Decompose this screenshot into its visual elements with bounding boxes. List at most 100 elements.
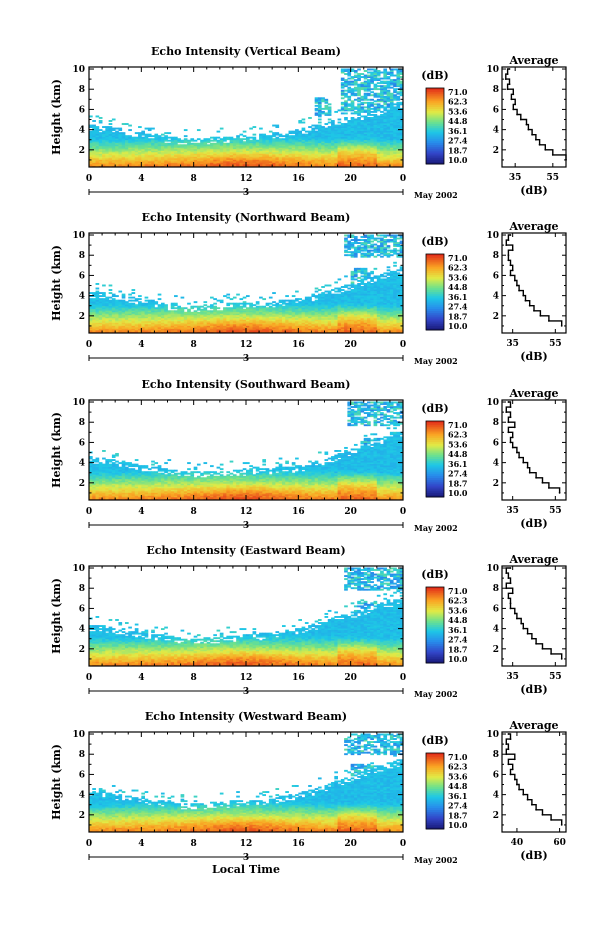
heatmap-cell	[232, 153, 237, 156]
heatmap-cell	[337, 139, 342, 142]
heatmap-cell	[393, 82, 397, 85]
heatmap-cell	[105, 317, 110, 320]
heatmap-cell	[373, 142, 378, 145]
heatmap-cell	[232, 313, 237, 316]
colorbar-segment	[426, 99, 444, 102]
heatmap-cell	[304, 302, 309, 305]
heatmap-cell	[131, 147, 136, 150]
heatmap-cell	[380, 138, 384, 141]
heatmap-cell	[311, 328, 316, 331]
heatmap-cell	[203, 314, 208, 317]
heatmap-cell	[304, 313, 309, 316]
heatmap-cell	[295, 156, 299, 159]
heatmap-cell	[187, 311, 191, 314]
heatmap-cell	[183, 325, 188, 328]
heatmap-cell	[370, 101, 374, 104]
heatmap-cell	[327, 141, 332, 144]
heatmap-cell	[268, 145, 273, 148]
heatmap-cell	[347, 123, 352, 125]
heatmap-cell	[210, 317, 214, 320]
heatmap-cell	[219, 139, 224, 142]
heatmap-cell	[193, 323, 198, 326]
heatmap-cell	[124, 326, 129, 329]
heatmap-cell	[262, 151, 267, 154]
heatmap-cell	[344, 127, 348, 130]
heatmap-cell	[134, 308, 139, 311]
heatmap-cell	[350, 329, 355, 332]
heatmap-cell	[331, 144, 335, 147]
heatmap-cell	[281, 323, 286, 326]
heatmap-cell	[396, 156, 401, 159]
heatmap-cell	[190, 326, 195, 329]
heatmap-cell	[298, 314, 302, 317]
heatmap-cell	[334, 157, 338, 160]
heatmap-cell	[164, 163, 168, 166]
heatmap-cell	[317, 136, 322, 139]
heatmap-cell	[380, 88, 384, 91]
heatmap-cell	[278, 154, 283, 157]
heatmap-cell	[249, 328, 253, 331]
heatmap-cell	[108, 126, 113, 129]
heatmap-cell	[246, 302, 250, 305]
heatmap-cell	[249, 156, 253, 159]
heatmap-cell	[187, 320, 191, 323]
heatmap-cell	[298, 147, 302, 150]
heatmap-cell	[386, 121, 391, 124]
heatmap-cell	[183, 322, 188, 325]
heatmap-cell	[317, 138, 322, 141]
heatmap-cell	[353, 272, 358, 275]
heatmap-cell	[102, 163, 106, 166]
heatmap-cell	[399, 144, 404, 147]
heatmap-cell	[311, 317, 316, 320]
heatmap-cell	[89, 150, 93, 153]
heatmap-cell	[350, 76, 355, 79]
heatmap-cell	[118, 156, 123, 159]
heatmap-cell	[131, 313, 136, 316]
heatmap-cell	[131, 308, 136, 311]
heatmap-cell	[102, 308, 106, 311]
heatmap-cell	[324, 138, 329, 141]
heatmap-cell	[219, 322, 224, 325]
heatmap-cell	[255, 305, 260, 308]
heatmap-cell	[92, 136, 96, 139]
heatmap-cell	[353, 296, 358, 299]
heatmap-cell	[131, 159, 136, 162]
heatmap-cell	[138, 148, 142, 151]
heatmap-cell	[259, 329, 263, 332]
heatmap-cell	[239, 147, 244, 150]
heatmap-cell	[138, 326, 142, 329]
heatmap-cell	[344, 313, 348, 316]
heatmap-cell	[252, 313, 257, 316]
heatmap-cell	[393, 127, 397, 130]
heatmap-cell	[285, 316, 289, 319]
heatmap-cell	[311, 138, 316, 141]
heatmap-cell	[141, 133, 145, 136]
heatmap-cell	[304, 314, 309, 317]
heatmap-cell	[350, 109, 355, 112]
heatmap-cell	[216, 314, 221, 317]
heatmap-cell	[272, 141, 276, 144]
heatmap-cell	[219, 314, 224, 317]
heatmap-cell	[396, 139, 401, 142]
heatmap-cell	[360, 160, 365, 163]
heatmap-cell	[213, 326, 217, 329]
heatmap-cell	[89, 320, 93, 323]
heatmap-cell	[232, 141, 237, 144]
heatmap-cell	[324, 308, 329, 311]
heatmap-cell	[337, 138, 342, 141]
heatmap-cell	[399, 110, 404, 113]
heatmap-cell	[350, 251, 355, 254]
heatmap-cell	[183, 317, 188, 320]
heatmap-cell	[376, 88, 381, 91]
heatmap-cell	[239, 313, 244, 316]
heatmap-cell	[393, 154, 397, 157]
heatmap-cell	[147, 147, 152, 150]
heatmap-cell	[389, 123, 394, 125]
day-marker: 3	[243, 188, 249, 198]
heatmap-cell	[131, 299, 136, 302]
heatmap-cell	[213, 138, 217, 141]
heatmap-cell	[281, 151, 286, 154]
heatmap-cell	[334, 308, 338, 311]
heatmap-cell	[190, 159, 195, 162]
heatmap-cell	[111, 299, 116, 302]
